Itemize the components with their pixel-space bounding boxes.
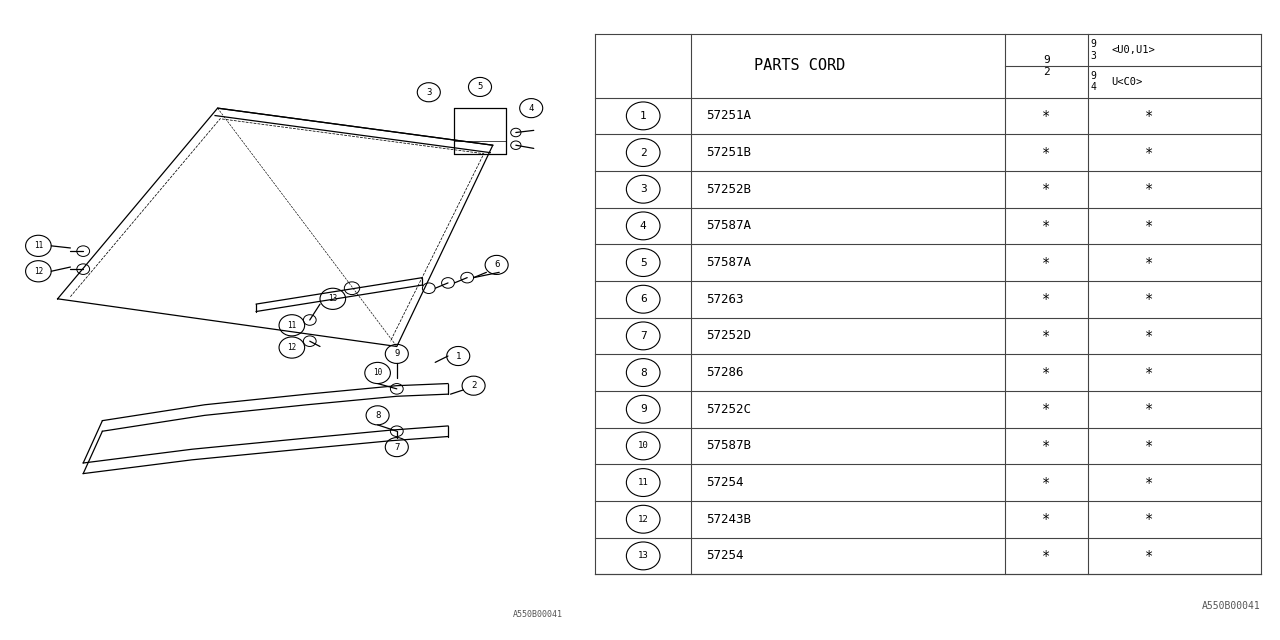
Text: 9
4: 9 4 [1091, 71, 1097, 92]
Text: 10: 10 [637, 442, 649, 451]
Text: 4: 4 [529, 104, 534, 113]
Text: 8: 8 [375, 411, 380, 420]
Text: 12: 12 [637, 515, 649, 524]
Text: 2: 2 [471, 381, 476, 390]
Text: *: * [1144, 145, 1153, 159]
Text: 1: 1 [640, 111, 646, 121]
Text: 57251A: 57251A [707, 109, 751, 122]
Text: 57251B: 57251B [707, 146, 751, 159]
Text: 13: 13 [637, 552, 649, 561]
Text: 57286: 57286 [707, 366, 744, 379]
Text: *: * [1042, 512, 1051, 526]
Text: *: * [1042, 365, 1051, 380]
Text: *: * [1144, 512, 1153, 526]
Text: *: * [1042, 145, 1051, 159]
Text: *: * [1042, 549, 1051, 563]
Text: *: * [1042, 402, 1051, 416]
Text: 11: 11 [33, 241, 44, 250]
Text: 2: 2 [640, 148, 646, 157]
Text: *: * [1144, 109, 1153, 123]
Text: 8: 8 [640, 367, 646, 378]
Text: 11: 11 [637, 478, 649, 487]
Text: *: * [1042, 219, 1051, 233]
Text: 1: 1 [456, 351, 461, 360]
Text: *: * [1144, 255, 1153, 269]
Text: 9
3: 9 3 [1091, 39, 1097, 61]
Text: 57587A: 57587A [707, 256, 751, 269]
Text: <U0,U1>: <U0,U1> [1111, 45, 1155, 55]
Text: 57252B: 57252B [707, 182, 751, 196]
Text: 3: 3 [640, 184, 646, 194]
Text: *: * [1144, 292, 1153, 306]
Text: 9: 9 [640, 404, 646, 414]
Text: *: * [1144, 439, 1153, 453]
Text: 12: 12 [287, 343, 297, 352]
Text: 57252D: 57252D [707, 330, 751, 342]
Text: *: * [1144, 402, 1153, 416]
Text: *: * [1042, 255, 1051, 269]
Text: PARTS CORD: PARTS CORD [754, 58, 846, 73]
Text: 5: 5 [640, 257, 646, 268]
Text: A550B00041: A550B00041 [1202, 602, 1261, 611]
Text: *: * [1144, 329, 1153, 343]
Text: A550B00041: A550B00041 [513, 610, 563, 619]
Text: 6: 6 [640, 294, 646, 304]
Text: 7: 7 [394, 443, 399, 452]
Text: 57263: 57263 [707, 292, 744, 306]
Text: 5: 5 [477, 83, 483, 92]
Text: 57252C: 57252C [707, 403, 751, 416]
Text: 9
2: 9 2 [1043, 55, 1050, 77]
Text: *: * [1042, 329, 1051, 343]
Text: 7: 7 [640, 331, 646, 341]
Text: 57254: 57254 [707, 549, 744, 563]
Text: *: * [1144, 365, 1153, 380]
Text: 6: 6 [494, 260, 499, 269]
Text: 57254: 57254 [707, 476, 744, 489]
Text: 57587A: 57587A [707, 220, 751, 232]
Text: 57587B: 57587B [707, 440, 751, 452]
Text: *: * [1042, 182, 1051, 196]
Text: 13: 13 [328, 294, 338, 303]
Text: *: * [1144, 476, 1153, 490]
Text: *: * [1042, 476, 1051, 490]
Text: 57243B: 57243B [707, 513, 751, 525]
Text: 4: 4 [640, 221, 646, 231]
Text: 12: 12 [33, 267, 44, 276]
Text: *: * [1042, 292, 1051, 306]
Text: U<C0>: U<C0> [1111, 77, 1142, 86]
Text: *: * [1042, 109, 1051, 123]
Text: 10: 10 [372, 369, 383, 378]
Text: *: * [1042, 439, 1051, 453]
Text: *: * [1144, 182, 1153, 196]
Text: *: * [1144, 219, 1153, 233]
Text: 11: 11 [287, 321, 297, 330]
Text: *: * [1144, 549, 1153, 563]
Text: 9: 9 [394, 349, 399, 358]
Text: 3: 3 [426, 88, 431, 97]
